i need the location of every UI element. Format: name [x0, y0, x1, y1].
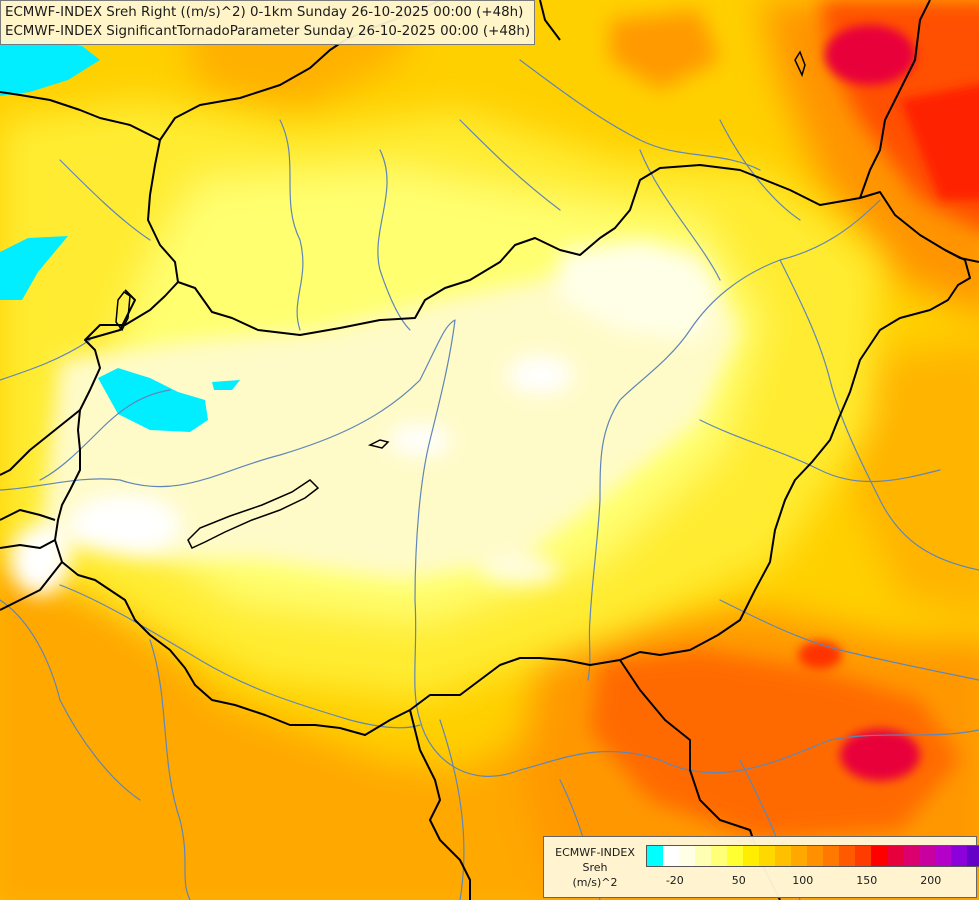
western-rivers [0, 159, 151, 801]
legend-color-cell [695, 846, 711, 866]
legend-color-cell [887, 846, 903, 866]
hungary-border [54, 164, 971, 736]
legend-color-cell [935, 846, 951, 866]
raba-river [39, 389, 171, 481]
legend-tick-labels: -2050100150200250300400500700 [646, 874, 970, 890]
legend-tick-label: 150 [856, 874, 878, 887]
slovenia-croatia-border [0, 539, 63, 611]
upper-rivers [279, 59, 801, 331]
legend-color-cell [871, 846, 887, 866]
legend-color-cell [743, 846, 759, 866]
czech-border [0, 91, 161, 141]
field-negative-zones [0, 40, 240, 432]
croatia-serbia-border [409, 709, 471, 900]
legend-color-cell [791, 846, 807, 866]
field-pale-zones [10, 240, 740, 595]
legend-color-cell [663, 846, 679, 866]
legend-color-cell [903, 846, 919, 866]
map-title-line-1: ECMWF-INDEX Sreh Right ((m/s)^2) 0-1km S… [5, 5, 524, 20]
lake-north-east [794, 50, 806, 78]
lakes [115, 50, 806, 549]
legend-color-cell [727, 846, 743, 866]
legend-color-cell [919, 846, 935, 866]
legend-color-cell [855, 846, 871, 866]
legend-color-cell [807, 846, 823, 866]
legend-color-cell [759, 846, 775, 866]
legend-tick-label: 50 [731, 874, 746, 887]
map-title-line-2: ECMWF-INDEX SignificantTornadoParameter … [5, 24, 531, 39]
legend-color-bar [646, 845, 979, 867]
legend-variable: Sreh [582, 861, 608, 874]
legend-tick-label: 200 [920, 874, 942, 887]
legend-tick-label: -20 [665, 874, 684, 887]
legend-color-cell [951, 846, 967, 866]
danube-river [0, 319, 979, 777]
western-austria-border [0, 509, 56, 521]
legend-color-cell [775, 846, 791, 866]
legend-source: ECMWF-INDEX [555, 846, 635, 859]
legend-tick-label: 100 [792, 874, 814, 887]
legend-color-cell [711, 846, 727, 866]
north-west-border [539, 0, 561, 41]
austria-border [0, 289, 136, 476]
color-legend: ECMWF-INDEX Sreh (m/s)^2 -20501001502002… [543, 836, 979, 898]
legend-color-cell [839, 846, 855, 866]
map-title-box: ECMWF-INDEX Sreh Right ((m/s)^2) 0-1km S… [0, 0, 536, 45]
lake-neusiedl [115, 290, 131, 332]
legend-color-cell [679, 846, 695, 866]
legend-color-cell [967, 846, 979, 866]
legend-labels: ECMWF-INDEX Sreh (m/s)^2 [548, 845, 642, 890]
lake-velence [367, 439, 390, 449]
legend-color-cell [647, 846, 663, 866]
eastern-rivers [699, 259, 979, 681]
romania-ukraine-border [944, 249, 979, 263]
slovakia-ukraine-border [859, 0, 931, 199]
field-extreme-zones [798, 25, 979, 781]
lake-balaton [187, 479, 320, 549]
legend-color-cell [823, 846, 839, 866]
legend-unit: (m/s)^2 [572, 876, 618, 889]
